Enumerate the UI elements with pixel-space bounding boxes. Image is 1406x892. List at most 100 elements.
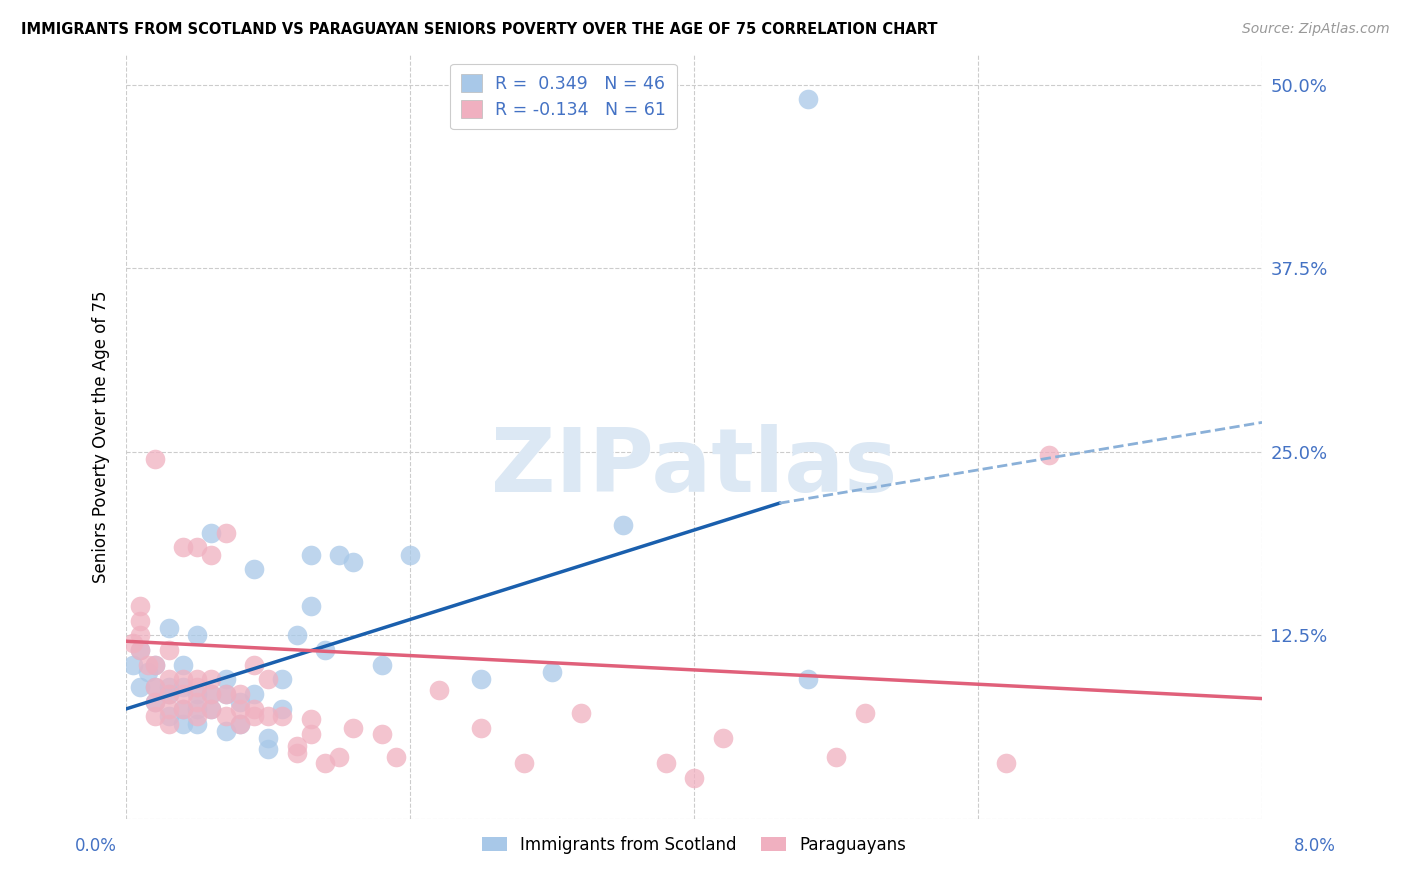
Point [136, 657, 159, 672]
Point [285, 739, 308, 753]
Text: 8.0%: 8.0% [1294, 837, 1336, 855]
Point [825, 750, 848, 764]
Point [143, 657, 166, 672]
Point [513, 756, 536, 771]
Text: IMMIGRANTS FROM SCOTLAND VS PARAGUAYAN SENIORS POVERTY OVER THE AGE OF 75 CORREL: IMMIGRANTS FROM SCOTLAND VS PARAGUAYAN S… [21, 22, 938, 37]
Text: Source: ZipAtlas.com: Source: ZipAtlas.com [1241, 22, 1389, 37]
Point [243, 709, 266, 723]
Point [186, 687, 208, 701]
Point [215, 525, 238, 540]
Point [711, 731, 734, 746]
Point [243, 687, 266, 701]
Point [342, 555, 364, 569]
Point [129, 614, 152, 628]
Point [186, 680, 208, 694]
Point [186, 702, 208, 716]
Point [200, 687, 222, 701]
Point [186, 716, 208, 731]
Point [143, 694, 166, 708]
Point [683, 771, 706, 785]
Point [129, 680, 152, 694]
Point [215, 709, 238, 723]
Point [371, 727, 394, 741]
Point [328, 750, 350, 764]
Point [129, 628, 152, 642]
Point [143, 694, 166, 708]
Point [371, 657, 394, 672]
Point [172, 680, 194, 694]
Point [172, 716, 194, 731]
Point [427, 682, 450, 697]
Legend: R =  0.349   N = 46, R = -0.134   N = 61: R = 0.349 N = 46, R = -0.134 N = 61 [450, 64, 676, 129]
Point [243, 562, 266, 576]
Point [229, 716, 252, 731]
Point [122, 657, 145, 672]
Point [215, 723, 238, 738]
Y-axis label: Seniors Poverty Over the Age of 75: Seniors Poverty Over the Age of 75 [93, 291, 110, 583]
Point [200, 673, 222, 687]
Point [143, 709, 166, 723]
Point [285, 628, 308, 642]
Point [243, 702, 266, 716]
Point [314, 643, 336, 657]
Point [655, 756, 678, 771]
Point [1038, 448, 1060, 462]
Text: ZIPatlas: ZIPatlas [491, 424, 897, 511]
Point [157, 709, 180, 723]
Point [143, 657, 166, 672]
Point [215, 687, 238, 701]
Point [470, 721, 492, 735]
Point [172, 702, 194, 716]
Point [243, 657, 266, 672]
Point [186, 541, 208, 555]
Point [136, 665, 159, 679]
Point [157, 673, 180, 687]
Point [172, 673, 194, 687]
Point [200, 548, 222, 562]
Point [200, 702, 222, 716]
Point [299, 599, 322, 613]
Point [271, 673, 294, 687]
Point [342, 721, 364, 735]
Point [229, 716, 252, 731]
Point [143, 452, 166, 467]
Point [172, 541, 194, 555]
Point [229, 687, 252, 701]
Point [995, 756, 1018, 771]
Point [796, 92, 818, 106]
Point [172, 657, 194, 672]
Point [157, 702, 180, 716]
Point [271, 702, 294, 716]
Point [853, 706, 876, 721]
Point [285, 746, 308, 760]
Point [129, 643, 152, 657]
Point [385, 750, 408, 764]
Point [612, 518, 634, 533]
Point [215, 687, 238, 701]
Point [186, 709, 208, 723]
Point [271, 709, 294, 723]
Point [200, 702, 222, 716]
Point [186, 673, 208, 687]
Point [143, 680, 166, 694]
Point [172, 702, 194, 716]
Point [129, 599, 152, 613]
Point [299, 727, 322, 741]
Point [229, 702, 252, 716]
Text: 0.0%: 0.0% [75, 837, 117, 855]
Point [328, 548, 350, 562]
Point [200, 525, 222, 540]
Point [229, 694, 252, 708]
Point [215, 673, 238, 687]
Point [257, 673, 280, 687]
Point [314, 756, 336, 771]
Point [299, 548, 322, 562]
Point [157, 687, 180, 701]
Point [129, 643, 152, 657]
Point [186, 628, 208, 642]
Point [541, 665, 564, 679]
Point [157, 643, 180, 657]
Point [122, 636, 145, 650]
Point [186, 694, 208, 708]
Point [143, 680, 166, 694]
